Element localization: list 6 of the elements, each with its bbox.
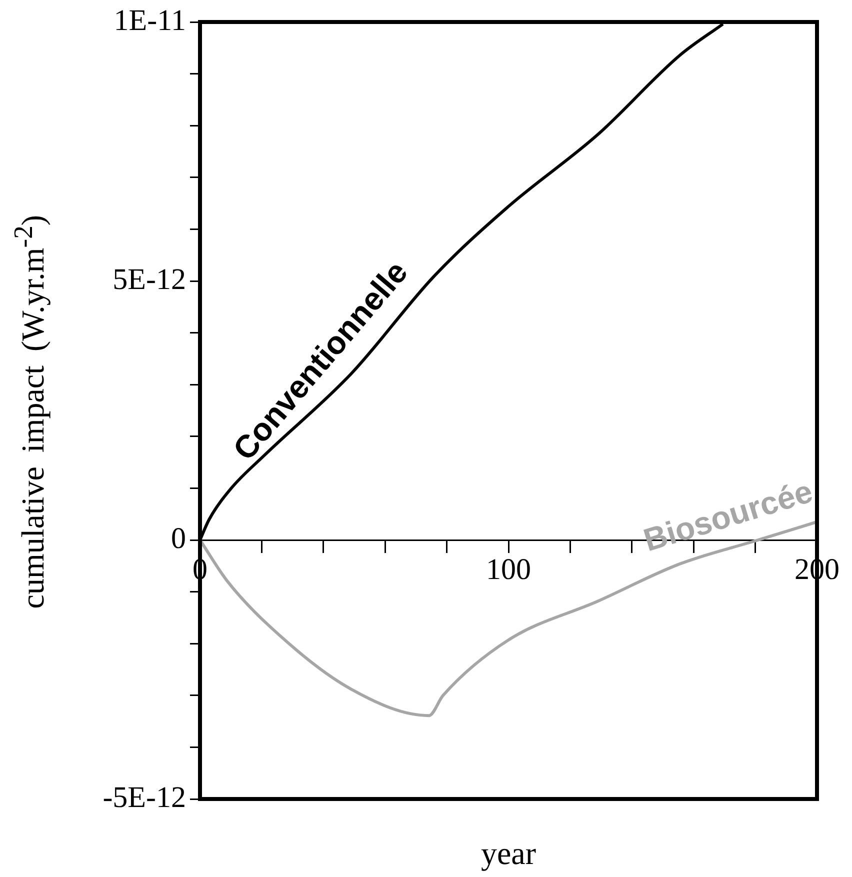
y-tick-label: 1E-11 xyxy=(114,4,186,37)
y-tick-label: -5E-12 xyxy=(102,780,186,814)
y-tick-label: 5E-12 xyxy=(112,262,186,296)
y-tick-label: 0 xyxy=(171,522,186,555)
x-axis-title: year xyxy=(480,835,538,872)
x-tick-label: 100 xyxy=(486,552,531,586)
